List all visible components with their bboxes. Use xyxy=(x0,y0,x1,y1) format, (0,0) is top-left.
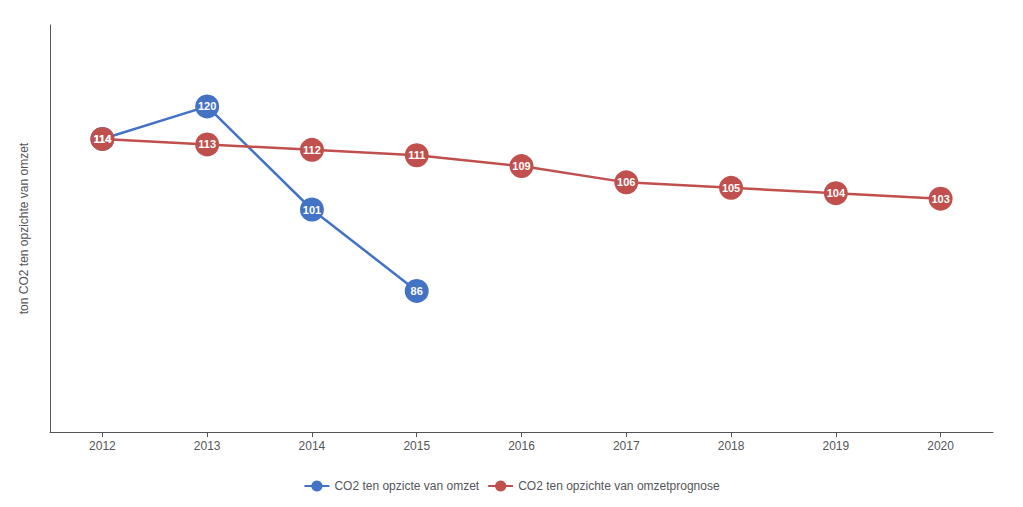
svg-text:ton CO2 ten opzichte van omzet: ton CO2 ten opzichte van omzet xyxy=(17,142,31,314)
svg-text:109: 109 xyxy=(512,160,530,172)
svg-text:120: 120 xyxy=(198,100,216,112)
svg-text:2016: 2016 xyxy=(508,439,535,453)
svg-text:111: 111 xyxy=(408,149,425,161)
svg-text:2020: 2020 xyxy=(927,439,954,453)
svg-text:106: 106 xyxy=(617,176,635,188)
svg-text:104: 104 xyxy=(827,187,846,199)
svg-text:114: 114 xyxy=(94,133,113,145)
svg-text:2015: 2015 xyxy=(403,439,430,453)
svg-text:113: 113 xyxy=(198,138,216,150)
svg-text:112: 112 xyxy=(303,144,321,156)
svg-text:2018: 2018 xyxy=(718,439,745,453)
svg-text:101: 101 xyxy=(303,204,321,216)
svg-text:2014: 2014 xyxy=(299,439,326,453)
svg-text:CO2 ten opzicte van omzet: CO2 ten opzicte van omzet xyxy=(334,479,479,493)
svg-text:2013: 2013 xyxy=(194,439,221,453)
svg-text:2017: 2017 xyxy=(613,439,640,453)
svg-text:114: 114 xyxy=(94,133,113,145)
svg-text:2012: 2012 xyxy=(89,439,116,453)
svg-text:105: 105 xyxy=(722,182,740,194)
svg-text:CO2 ten opzichte van omzetprog: CO2 ten opzichte van omzetprognose xyxy=(518,479,720,493)
svg-text:2019: 2019 xyxy=(822,439,849,453)
svg-text:103: 103 xyxy=(931,193,949,205)
svg-text:86: 86 xyxy=(411,285,423,297)
